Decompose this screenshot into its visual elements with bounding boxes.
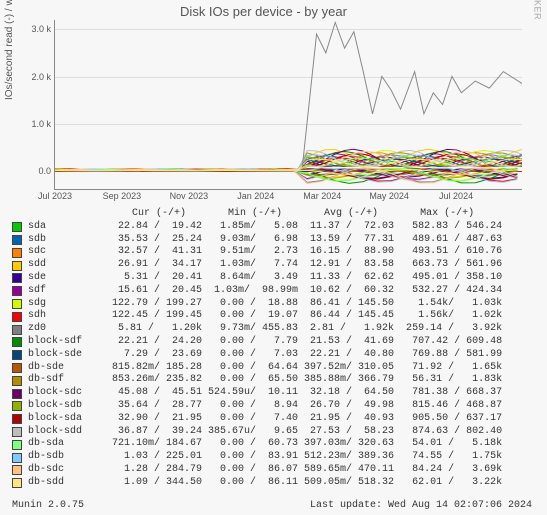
legend-swatch xyxy=(12,286,22,296)
legend-swatch xyxy=(12,337,22,347)
legend-text: block-sde 7.29 / 23.69 0.00 / 7.03 22.21… xyxy=(28,349,502,362)
ytick: 0.0 xyxy=(38,166,51,176)
chart-title: Disk IOs per device - by year xyxy=(0,4,527,19)
ytick: 1.0 k xyxy=(31,119,51,129)
legend-text: sdg 122.79 / 199.27 0.00 / 18.88 86.41 /… xyxy=(28,298,502,311)
legend-swatch xyxy=(12,325,22,335)
legend-swatch xyxy=(12,478,22,488)
legend-row: db-sdd 1.09 / 344.50 0.00 / 86.11 509.05… xyxy=(12,477,532,490)
legend-text: db-sdf 853.26m/ 235.82 0.00 / 65.50 385.… xyxy=(28,374,502,387)
legend-row: block-sda 32.90 / 21.95 0.00 / 7.40 21.9… xyxy=(12,413,532,426)
y-axis-label: IOs/second read (-) / write (+) xyxy=(4,0,15,100)
legend-swatch xyxy=(12,363,22,373)
legend-row: block-sdc 45.08 / 45.51 524.59u/ 10.11 3… xyxy=(12,387,532,400)
legend-text: db-sdc 1.28 / 284.79 0.00 / 86.07 589.65… xyxy=(28,464,502,477)
legend-text: db-sdb 1.03 / 225.01 0.00 / 83.91 512.23… xyxy=(28,451,502,464)
legend-text: sdh 122.45 / 199.45 0.00 / 19.07 86.44 /… xyxy=(28,310,502,323)
legend-text: block-sdf 22.21 / 24.20 0.00 / 7.79 21.5… xyxy=(28,336,502,349)
xtick: May 2024 xyxy=(369,191,409,201)
legend-row: sdh 122.45 / 199.45 0.00 / 19.07 86.44 /… xyxy=(12,310,532,323)
legend-row: db-sdf 853.26m/ 235.82 0.00 / 65.50 385.… xyxy=(12,374,532,387)
legend-swatch xyxy=(12,261,22,271)
legend-text: block-sda 32.90 / 21.95 0.00 / 7.40 21.9… xyxy=(28,413,502,426)
legend-swatch xyxy=(12,222,22,232)
legend-row: sda 22.84 / 19.42 1.85m/ 5.08 11.37 / 72… xyxy=(12,221,532,234)
ytick: 3.0 k xyxy=(31,24,51,34)
legend-swatch xyxy=(12,465,22,475)
legend-swatch xyxy=(12,440,22,450)
legend-text: block-sdb 35.64 / 28.77 0.00 / 8.94 26.7… xyxy=(28,400,502,413)
legend-swatch xyxy=(12,414,22,424)
xtick: Jul 2024 xyxy=(439,191,473,201)
legend-text: db-sdd 1.09 / 344.50 0.00 / 86.11 509.05… xyxy=(28,477,502,490)
footer-updated: Last update: Wed Aug 14 02:07:06 2024 xyxy=(310,500,532,511)
legend-row: sdg 122.79 / 199.27 0.00 / 18.88 86.41 /… xyxy=(12,298,532,311)
legend-row: sdd 26.91 / 34.17 1.03m/ 7.74 12.91 / 83… xyxy=(12,259,532,272)
legend-swatch xyxy=(12,273,22,283)
legend-row: sdf 15.61 / 20.45 1.03m/ 98.99m 10.62 / … xyxy=(12,285,532,298)
legend: Cur (-/+) Min (-/+) Avg (-/+) Max (-/+) … xyxy=(12,208,532,490)
legend-text: block-sdd 36.87 / 39.24 385.67u/ 9.65 27… xyxy=(28,426,502,439)
legend-text: sde 5.31 / 20.41 8.64m/ 3.49 11.33 / 62.… xyxy=(28,272,502,285)
legend-text: db-sde 815.82m/ 185.28 0.00 / 64.64 397.… xyxy=(28,362,502,375)
legend-swatch xyxy=(12,248,22,258)
legend-swatch xyxy=(12,453,22,463)
xtick: Jul 2023 xyxy=(38,191,72,201)
legend-text: block-sdc 45.08 / 45.51 524.59u/ 10.11 3… xyxy=(28,387,502,400)
legend-swatch xyxy=(12,427,22,437)
xtick: Sep 2023 xyxy=(103,191,142,201)
legend-swatch xyxy=(12,389,22,399)
legend-row: block-sdf 22.21 / 24.20 0.00 / 7.79 21.5… xyxy=(12,336,532,349)
ytick: 2.0 k xyxy=(31,72,51,82)
munin-graph: Disk IOs per device - by year IOs/second… xyxy=(0,0,547,515)
legend-row: db-sdb 1.03 / 225.01 0.00 / 83.91 512.23… xyxy=(12,451,532,464)
legend-swatch xyxy=(12,401,22,411)
legend-row: block-sdb 35.64 / 28.77 0.00 / 8.94 26.7… xyxy=(12,400,532,413)
legend-swatch xyxy=(12,350,22,360)
legend-text: sdb 35.53 / 25.24 9.03m/ 6.98 13.59 / 77… xyxy=(28,234,502,247)
legend-row: db-sda 721.10m/ 184.67 0.00 / 60.73 397.… xyxy=(12,438,532,451)
legend-text: zd0 5.81 / 1.20k 9.73m/ 455.83 2.81 / 1.… xyxy=(28,323,502,336)
legend-row: sdb 35.53 / 25.24 9.03m/ 6.98 13.59 / 77… xyxy=(12,234,532,247)
legend-header: Cur (-/+) Min (-/+) Avg (-/+) Max (-/+) xyxy=(30,208,532,221)
legend-row: block-sdd 36.87 / 39.24 385.67u/ 9.65 27… xyxy=(12,426,532,439)
legend-text: db-sda 721.10m/ 184.67 0.00 / 60.73 397.… xyxy=(28,438,502,451)
legend-row: zd0 5.81 / 1.20k 9.73m/ 455.83 2.81 / 1.… xyxy=(12,323,532,336)
legend-swatch xyxy=(12,235,22,245)
legend-row: sde 5.31 / 20.41 8.64m/ 3.49 11.33 / 62.… xyxy=(12,272,532,285)
legend-row: db-sde 815.82m/ 185.28 0.00 / 64.64 397.… xyxy=(12,362,532,375)
footer-version: Munin 2.0.75 xyxy=(12,500,84,511)
plot-lines xyxy=(55,20,522,189)
legend-swatch xyxy=(12,312,22,322)
legend-text: sdd 26.91 / 34.17 1.03m/ 7.74 12.91 / 83… xyxy=(28,259,502,272)
rrdtool-watermark: RRDTOOL / TOBI OETIKER xyxy=(533,0,543,20)
footer: Munin 2.0.75 Last update: Wed Aug 14 02:… xyxy=(12,500,532,511)
xtick: Jan 2024 xyxy=(237,191,274,201)
plot-area: 0.01.0 k2.0 k3.0 kJul 2023Sep 2023Nov 20… xyxy=(54,20,522,190)
legend-text: sdf 15.61 / 20.45 1.03m/ 98.99m 10.62 / … xyxy=(28,285,502,298)
legend-row: block-sde 7.29 / 23.69 0.00 / 7.03 22.21… xyxy=(12,349,532,362)
legend-text: sda 22.84 / 19.42 1.85m/ 5.08 11.37 / 72… xyxy=(28,221,502,234)
legend-row: sdc 32.57 / 41.31 9.51m/ 2.73 16.15 / 88… xyxy=(12,246,532,259)
legend-swatch xyxy=(12,299,22,309)
xtick: Nov 2023 xyxy=(170,191,209,201)
xtick: Mar 2024 xyxy=(303,191,341,201)
legend-row: db-sdc 1.28 / 284.79 0.00 / 86.07 589.65… xyxy=(12,464,532,477)
legend-swatch xyxy=(12,376,22,386)
legend-text: sdc 32.57 / 41.31 9.51m/ 2.73 16.15 / 88… xyxy=(28,246,502,259)
